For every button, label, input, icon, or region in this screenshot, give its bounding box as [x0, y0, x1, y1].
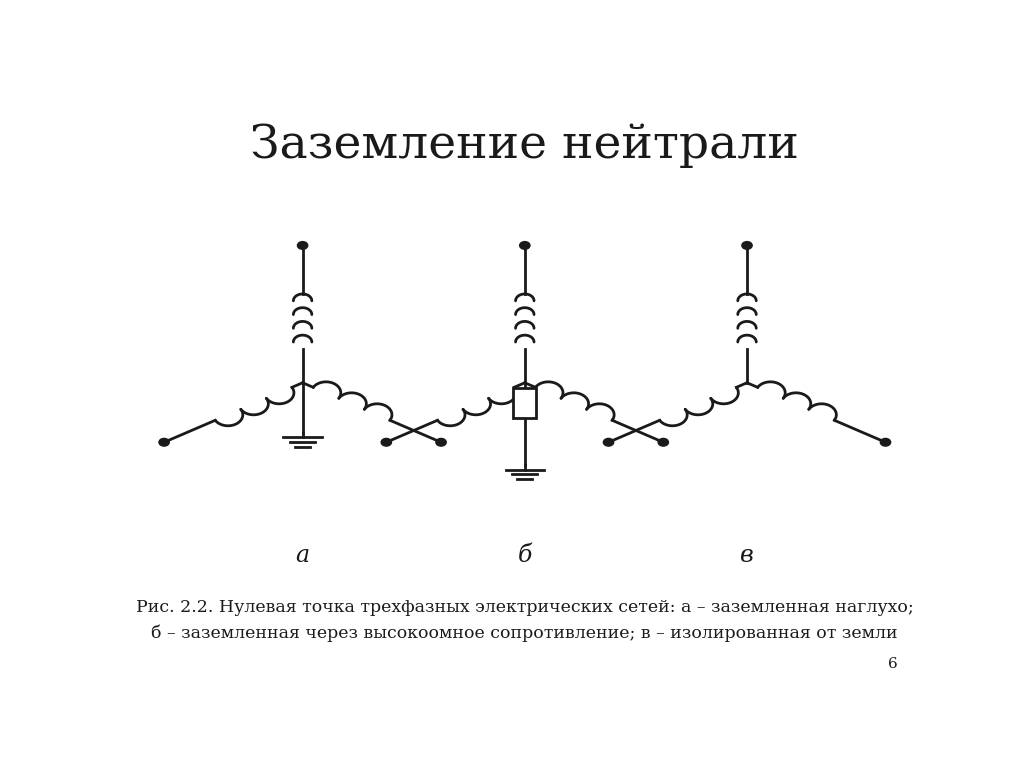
Text: Рис. 2.2. Нулевая точка трехфазных электрических сетей: а – заземленная наглухо;: Рис. 2.2. Нулевая точка трехфазных элект…: [136, 599, 913, 642]
Circle shape: [436, 439, 446, 446]
Circle shape: [603, 439, 613, 446]
Circle shape: [658, 439, 669, 446]
Circle shape: [741, 242, 753, 249]
Circle shape: [297, 242, 308, 249]
Circle shape: [519, 242, 530, 249]
Text: Заземление нейтрали: Заземление нейтрали: [250, 123, 800, 168]
Circle shape: [159, 439, 169, 446]
Text: а: а: [296, 544, 309, 567]
Text: 6: 6: [888, 657, 898, 671]
Text: б: б: [517, 544, 532, 567]
Circle shape: [381, 439, 391, 446]
Text: в: в: [740, 544, 754, 567]
Bar: [513, 388, 537, 419]
Circle shape: [881, 439, 891, 446]
